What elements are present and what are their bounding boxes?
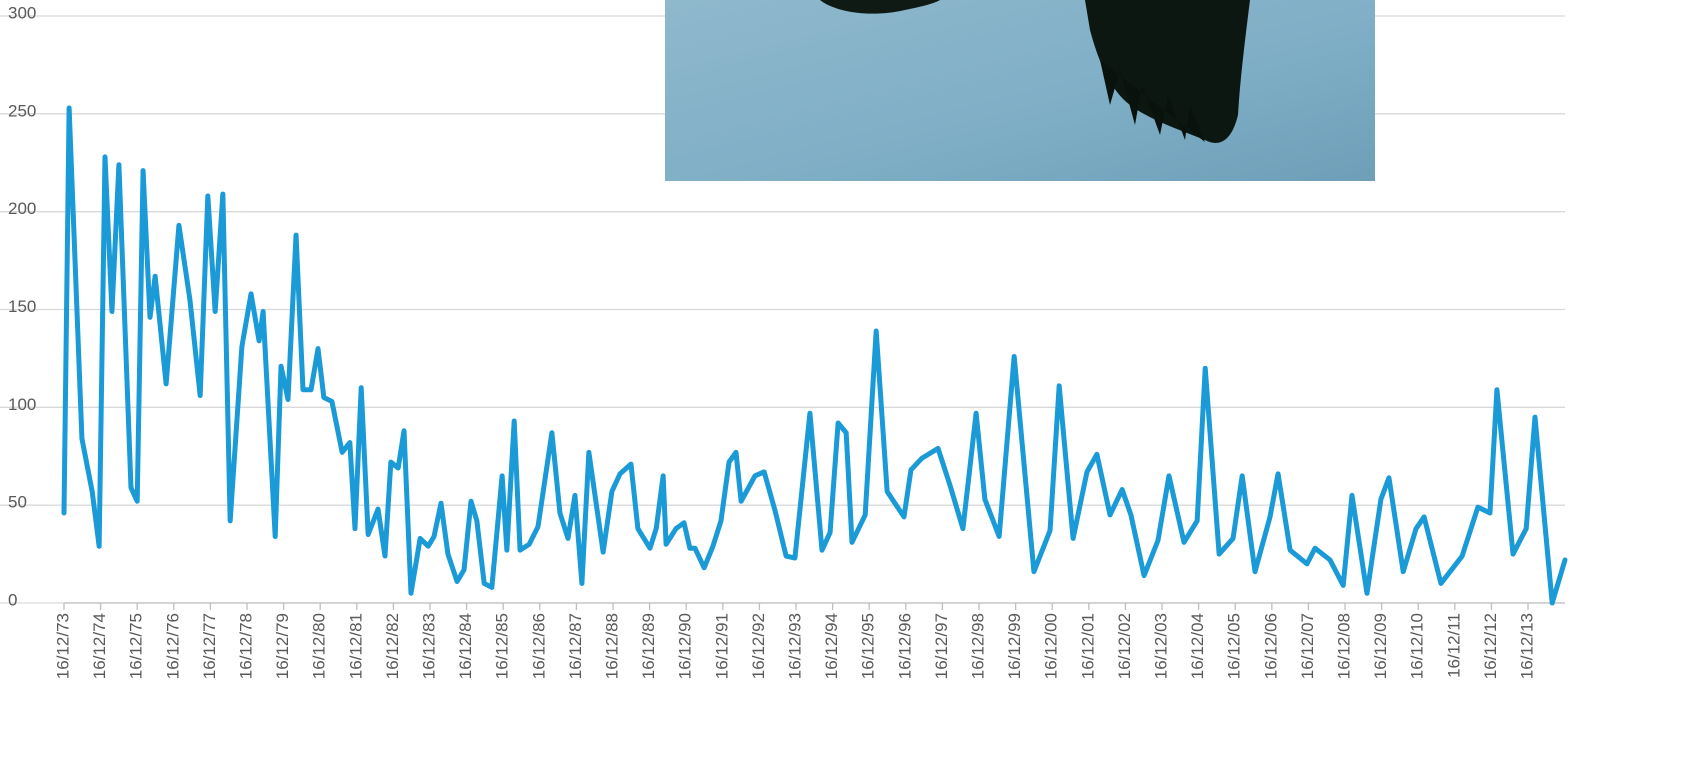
x-tick-label: 16/12/75	[127, 613, 146, 679]
x-tick-label: 16/12/90	[676, 613, 695, 679]
x-tick-label: 16/12/91	[712, 613, 731, 679]
x-tick-label: 16/12/06	[1261, 613, 1280, 679]
x-tick-label: 16/12/93	[786, 613, 805, 679]
data-line	[61, 105, 1568, 606]
y-tick-label: 250	[8, 101, 36, 120]
y-tick-label: 50	[8, 493, 27, 512]
x-tick-label: 16/12/10	[1408, 613, 1427, 679]
y-tick-label: 100	[8, 395, 36, 414]
x-tick-label: 16/12/77	[200, 613, 219, 679]
x-tick-label: 16/12/82	[383, 613, 402, 679]
x-tick-label: 16/12/00	[1042, 613, 1061, 679]
x-tick-label: 16/12/74	[90, 613, 109, 679]
x-tick-label: 16/12/98	[969, 613, 988, 679]
y-tick-label: 150	[8, 297, 36, 316]
plot	[61, 105, 1568, 606]
x-tick-label: 16/12/83	[419, 613, 438, 679]
x-tick-label: 16/12/08	[1335, 613, 1354, 679]
x-tick-label: 16/12/07	[1298, 613, 1317, 679]
x-tick-label: 16/12/01	[1078, 613, 1097, 679]
x-tick-label: 16/12/76	[163, 613, 182, 679]
x-tick-label: 16/12/13	[1518, 613, 1537, 679]
x-tick-label: 16/12/80	[310, 613, 329, 679]
x-tick-label: 16/12/97	[932, 613, 951, 679]
x-tick-label: 16/12/89	[639, 613, 658, 679]
x-tick-label: 16/12/94	[822, 613, 841, 679]
x-tick-label: 16/12/86	[529, 613, 548, 679]
x-tick-label: 16/12/87	[566, 613, 585, 679]
x-tick-label: 16/12/09	[1371, 613, 1390, 679]
photo	[665, 0, 1375, 181]
x-tick-label: 16/12/85	[493, 613, 512, 679]
x-tick-label: 16/12/04	[1188, 613, 1207, 679]
y-tick-label: 200	[8, 199, 36, 218]
y-tick-label: 0	[8, 590, 17, 609]
x-tick-label: 16/12/03	[1152, 613, 1171, 679]
x-tick-label: 16/12/11	[1444, 613, 1463, 678]
x-tick-label: 16/12/79	[273, 613, 292, 679]
x-tick-label: 16/12/84	[456, 613, 475, 679]
x-tick-label: 16/12/92	[749, 613, 768, 679]
x-tick-label: 16/12/99	[1005, 613, 1024, 679]
x-tick-label: 16/12/78	[236, 613, 255, 679]
x-tick-label: 16/12/12	[1481, 613, 1500, 679]
x-tick-label: 16/12/95	[859, 613, 878, 679]
x-tick-label: 16/12/02	[1115, 613, 1134, 679]
x-tick-label: 16/12/05	[1225, 613, 1244, 679]
x-tick-label: 16/12/96	[895, 613, 914, 679]
x-tick-label: 16/12/73	[53, 613, 72, 679]
x-tick-label: 16/12/81	[346, 613, 365, 679]
x-tick-label: 16/12/88	[602, 613, 621, 679]
y-tick-label: 300	[8, 3, 36, 22]
